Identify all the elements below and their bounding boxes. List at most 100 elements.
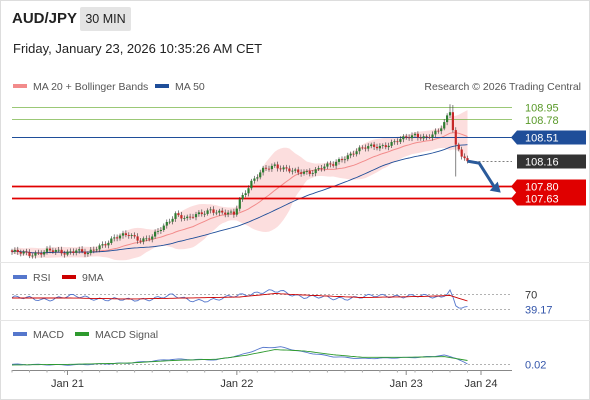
candle (437, 128, 440, 134)
candle (22, 249, 25, 256)
candle (256, 174, 259, 182)
candle (337, 157, 341, 165)
candle (130, 233, 133, 239)
candle (229, 209, 233, 215)
candle (463, 153, 466, 161)
candle (367, 143, 370, 152)
timeframe-badge[interactable]: 30 MIN (80, 7, 131, 31)
rsi-ma-line (12, 293, 468, 302)
candle (361, 145, 364, 150)
candle (159, 227, 162, 234)
candle (264, 165, 268, 171)
candle (340, 156, 344, 163)
candle (57, 247, 60, 253)
candle (358, 145, 361, 155)
candle (200, 209, 203, 217)
rsi-panel: 70 39.17 (11, 289, 553, 317)
candle (276, 161, 279, 172)
level-tag-support (517, 179, 586, 194)
macd-panel: 0.02 (11, 346, 546, 372)
rsi-line (11, 289, 468, 309)
candle (247, 185, 250, 197)
macd-signal-line (11, 349, 468, 366)
level-tag-pointer (511, 191, 517, 206)
candle (346, 152, 349, 162)
level-label-pivot: 108.51 (525, 133, 559, 145)
candle (253, 175, 256, 184)
candle (370, 142, 373, 149)
candle (142, 236, 145, 245)
candle (349, 151, 352, 159)
projection-arrow (467, 159, 498, 192)
candle (66, 249, 69, 257)
candle (133, 232, 136, 239)
candle (294, 167, 297, 174)
level-label-resistance: 108.78 (525, 115, 559, 127)
candle (308, 168, 311, 177)
price-legend: MA 20 + Bollinger Bands MA 50 Research ©… (13, 81, 581, 93)
candle (267, 165, 271, 172)
candle (110, 236, 113, 245)
legend-label-ma20: MA 20 + Bollinger Bands (33, 81, 148, 93)
candle (34, 250, 37, 259)
candle (335, 159, 338, 169)
candle (381, 143, 384, 149)
legend-swatch-macd-signal (75, 332, 89, 336)
candle (107, 240, 110, 249)
candle (425, 134, 428, 141)
candle (396, 138, 399, 145)
x-tick-label: Jan 23 (390, 378, 423, 390)
candle (162, 223, 165, 232)
candle (221, 207, 224, 215)
candle (19, 249, 22, 257)
candle (197, 210, 200, 217)
chart-header: AUD/JPY 30 MIN Friday, January 23, 2026 … (0, 0, 590, 70)
candle (355, 148, 358, 157)
candle (86, 251, 89, 257)
candle (154, 229, 157, 239)
candle (118, 233, 122, 241)
candle (457, 142, 460, 152)
legend-label-macd-signal: MACD Signal (95, 329, 158, 341)
candle (448, 104, 452, 118)
candle (78, 246, 81, 254)
candle (373, 141, 376, 150)
level-tag-pivot (517, 130, 586, 145)
x-tick-label: Jan 24 (464, 378, 497, 390)
candle (209, 206, 212, 214)
candle (177, 210, 180, 217)
candle (54, 248, 57, 255)
candle (60, 246, 63, 256)
candle (291, 167, 294, 175)
candle (408, 134, 411, 141)
candle (194, 211, 198, 221)
candle (89, 247, 92, 256)
candle (232, 208, 235, 218)
candle (101, 241, 104, 249)
candle (10, 248, 14, 255)
candle (320, 165, 323, 172)
candle (63, 250, 66, 258)
candle (113, 234, 116, 242)
level-label-support: 107.63 (525, 194, 559, 206)
candle (297, 166, 300, 176)
candle (145, 235, 148, 242)
candle (189, 213, 192, 220)
level-label-resistance: 108.95 (525, 103, 559, 115)
level-tag-pointer (511, 130, 517, 145)
legend-label-rsi: RSI (33, 272, 51, 284)
candle (51, 247, 54, 254)
candle (326, 161, 329, 170)
candle (95, 246, 98, 253)
symbol-title: AUD/JPY (12, 10, 78, 27)
candle (244, 190, 247, 198)
candle (168, 218, 171, 225)
bollinger-band (12, 110, 468, 261)
candle (186, 214, 189, 221)
candle (384, 142, 387, 150)
candle (422, 133, 425, 141)
candle (375, 143, 379, 151)
legend-swatch-macd (13, 332, 27, 336)
candle (434, 128, 437, 137)
candle (16, 246, 19, 255)
